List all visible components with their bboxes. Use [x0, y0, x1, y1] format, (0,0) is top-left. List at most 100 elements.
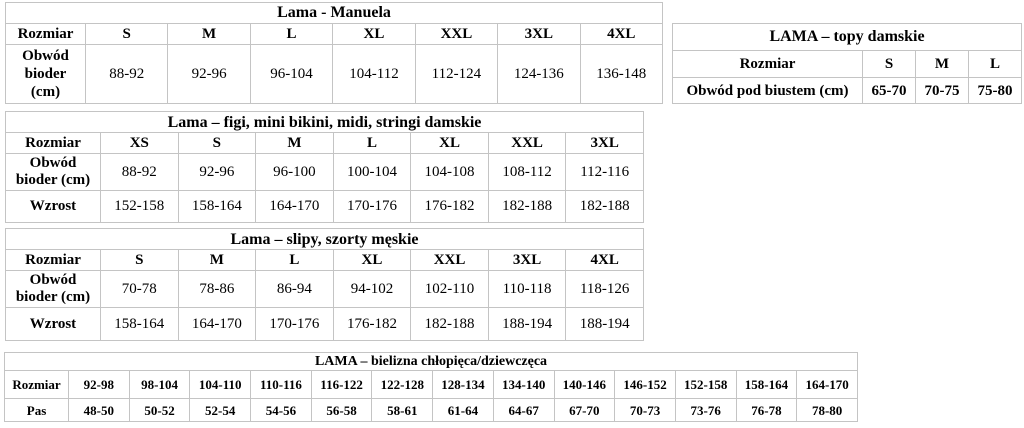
value-cell: 152-158 — [674, 370, 737, 399]
row-label: Rozmiar — [5, 132, 101, 154]
value-cell: 3XL — [565, 132, 644, 154]
value-cell: 54-56 — [250, 398, 312, 422]
table-title: LAMA – bielizna chłopięca/dziewczęca — [4, 352, 858, 371]
value-cell: 92-98 — [68, 370, 130, 399]
value-cell: 70-73 — [614, 398, 676, 422]
table-title-row: LAMA – bielizna chłopięca/dziewczęca — [4, 352, 858, 371]
value-cell: XL — [332, 23, 416, 45]
value-cell: 70-75 — [915, 77, 969, 104]
value-cell: 73-76 — [674, 398, 737, 422]
table-title-row: Lama - Manuela — [5, 2, 663, 24]
table-row: Pas 48-50 50-52 52-54 54-56 56-58 58-61 61-64 64… — [4, 398, 858, 422]
value-cell: 146-152 — [614, 370, 676, 399]
table-row: Rozmiar S M L — [672, 50, 1022, 78]
value-cell: 100-104 — [332, 153, 412, 191]
table-row: Obwód pod biustem (cm) 65-70 70-75 75-80 — [672, 77, 1022, 104]
value-cell: 108-112 — [487, 153, 567, 191]
value-cell: 128-134 — [432, 370, 494, 399]
value-cell: M — [177, 249, 257, 271]
table-row: Wzrost 152-158 158-164 164-170 170-176 176-18… — [5, 190, 644, 223]
value-cell: 158-164 — [735, 370, 798, 399]
value-cell: XL — [410, 132, 489, 154]
value-cell: 164-170 — [255, 190, 334, 223]
table-title-row: Lama – figi, mini bikini, midi, stringi … — [5, 111, 644, 133]
value-cell: 102-110 — [410, 270, 489, 308]
value-cell: XXL — [414, 23, 499, 45]
value-cell: 78-86 — [177, 270, 257, 308]
table-row: Rozmiar 92-98 98-104 104-110 110-116 116-122 1… — [4, 370, 858, 399]
value-cell: 3XL — [497, 23, 581, 45]
value-cell: L — [255, 249, 334, 271]
value-cell: 152-158 — [100, 190, 179, 223]
value-cell: XL — [332, 249, 412, 271]
value-cell: 112-116 — [565, 153, 644, 191]
value-cell: 92-96 — [177, 153, 257, 191]
table-row: Rozmiar XS S M L XL XXL 3XL — [5, 132, 644, 154]
row-label: Obwód bioder (cm) — [5, 153, 101, 191]
row-label: Wzrost — [5, 307, 101, 341]
value-cell: 48-50 — [68, 398, 130, 422]
value-cell: 4XL — [565, 249, 644, 271]
value-cell: 170-176 — [332, 190, 412, 223]
value-cell: 92-96 — [167, 44, 251, 104]
value-cell: 96-104 — [249, 44, 334, 104]
value-cell: 136-148 — [579, 44, 664, 104]
value-cell: 158-164 — [177, 190, 257, 223]
value-cell: 88-92 — [100, 153, 179, 191]
value-cell: 70-78 — [100, 270, 179, 308]
value-cell: XXL — [410, 249, 489, 271]
value-cell: 110-116 — [250, 370, 312, 399]
row-label: Rozmiar — [4, 370, 69, 399]
value-cell: XXL — [487, 132, 567, 154]
value-cell: 98-104 — [128, 370, 191, 399]
value-cell: 64-67 — [492, 398, 555, 422]
value-cell: 94-102 — [332, 270, 412, 308]
row-label: Obwód pod biustem (cm) — [672, 77, 863, 104]
value-cell: 50-52 — [128, 398, 191, 422]
table-row: Obwód bioder (cm) 88-92 92-96 96-100 100-104 1… — [5, 153, 644, 191]
row-label: Pas — [4, 398, 69, 422]
value-cell: 56-58 — [310, 398, 373, 422]
table-row: Rozmiar S M L XL XXL 3XL 4XL — [5, 249, 644, 271]
row-label: Wzrost — [5, 190, 101, 223]
row-label: Rozmiar — [672, 50, 863, 78]
value-cell: L — [332, 132, 412, 154]
value-cell: 182-188 — [410, 307, 489, 341]
value-cell: 118-126 — [565, 270, 644, 308]
value-cell: 182-188 — [487, 190, 567, 223]
value-cell: M — [167, 23, 251, 45]
value-cell: XS — [100, 132, 179, 154]
value-cell: 76-78 — [735, 398, 798, 422]
value-cell: 88-92 — [84, 44, 169, 104]
value-cell: S — [100, 249, 179, 271]
value-cell: 104-110 — [189, 370, 252, 399]
value-cell: 116-122 — [310, 370, 373, 399]
value-cell: S — [862, 50, 916, 78]
size-table-topy-damskie: LAMA – topy damskie Rozmiar S M L Obwód pod b… — [672, 23, 1022, 104]
value-cell: 134-140 — [492, 370, 555, 399]
table-title: LAMA – topy damskie — [672, 23, 1022, 51]
value-cell: 182-188 — [565, 190, 644, 223]
value-cell: 104-112 — [332, 44, 416, 104]
value-cell: 164-170 — [177, 307, 257, 341]
value-cell: L — [968, 50, 1022, 78]
value-cell: 61-64 — [432, 398, 494, 422]
value-cell: 164-170 — [796, 370, 858, 399]
size-table-slipy-meskie: Lama – slipy, szorty męskie Rozmiar S M L XL X… — [5, 228, 644, 341]
table-row: Obwód bioder (cm) 70-78 78-86 86-94 94-102 102… — [5, 270, 644, 308]
value-cell: 3XL — [487, 249, 567, 271]
table-title-row: Lama – slipy, szorty męskie — [5, 228, 644, 250]
row-label: Obwód bioder (cm) — [5, 270, 101, 308]
value-cell: 52-54 — [189, 398, 252, 422]
value-cell: 188-194 — [487, 307, 567, 341]
value-cell: M — [255, 132, 334, 154]
value-cell: 67-70 — [553, 398, 616, 422]
value-cell: 176-182 — [410, 190, 489, 223]
table-row: Rozmiar S M L XL XXL 3XL 4XL — [5, 23, 664, 45]
value-cell: 65-70 — [862, 77, 916, 104]
value-cell: 58-61 — [371, 398, 434, 422]
value-cell: 122-128 — [371, 370, 434, 399]
value-cell: 75-80 — [968, 77, 1022, 104]
value-cell: S — [177, 132, 257, 154]
